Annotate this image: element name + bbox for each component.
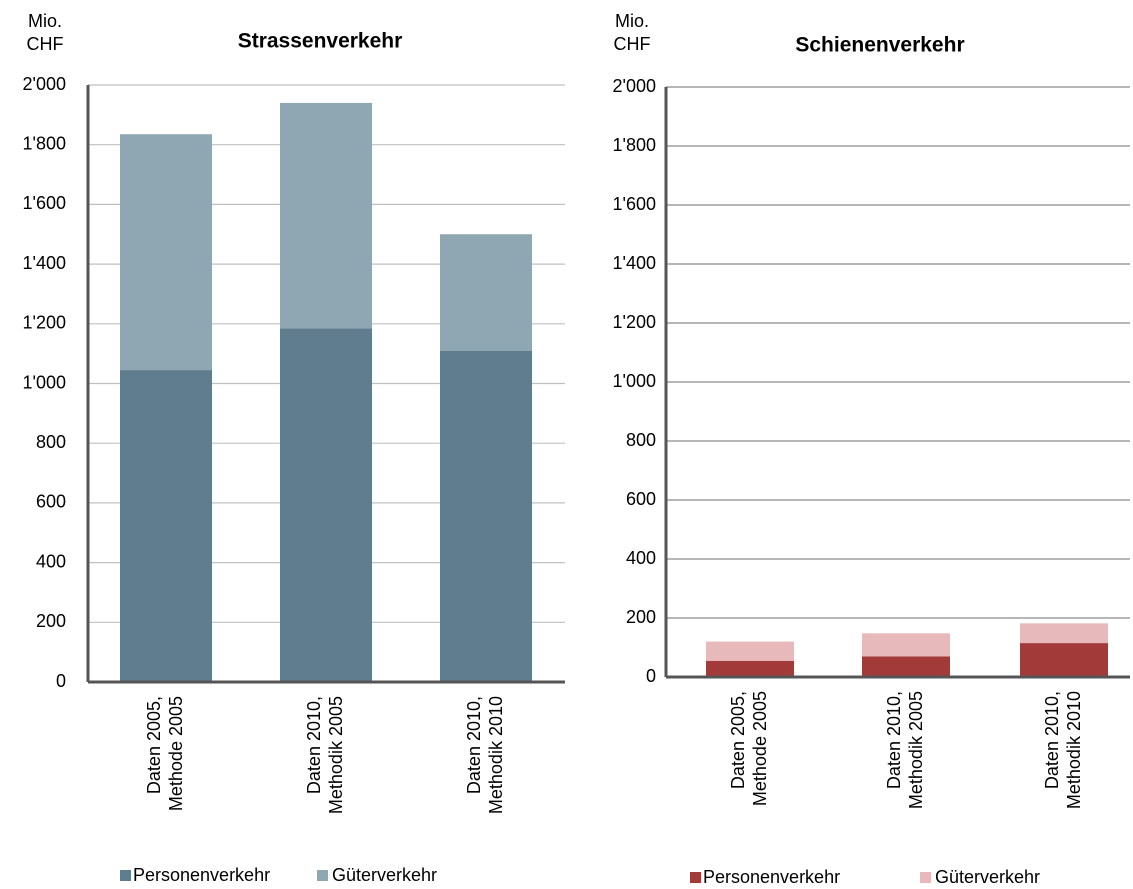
- legend-swatch: [317, 870, 328, 881]
- legend-swatch: [690, 872, 701, 883]
- y-tick-label: 400: [626, 548, 656, 568]
- x-tick-label: Daten 2010,: [1042, 691, 1062, 789]
- chart-title: Schienenverkehr: [795, 34, 964, 57]
- y-tick-label: 1'200: [613, 312, 656, 332]
- y-tick-label: 400: [36, 551, 66, 571]
- legend-swatch: [120, 870, 131, 881]
- y-axis-label: Mio.: [615, 11, 649, 31]
- x-tick-label: Methode 2005: [750, 691, 770, 806]
- y-tick-label: 1'400: [613, 253, 656, 273]
- x-tick-label: Methodik 2005: [326, 696, 346, 814]
- y-tick-label: 0: [56, 671, 66, 691]
- y-axis-label: CHF: [27, 34, 64, 54]
- bar-segment: [862, 633, 950, 657]
- legend-swatch: [920, 872, 931, 883]
- legend-label: Güterverkehr: [935, 867, 1040, 887]
- bar-segment: [440, 234, 532, 351]
- y-tick-label: 200: [36, 611, 66, 631]
- bar-segment: [280, 328, 372, 682]
- x-tick-label: Methodik 2005: [906, 691, 926, 809]
- x-tick-label: Daten 2010,: [884, 691, 904, 789]
- bar-segment: [1020, 623, 1108, 644]
- y-tick-label: 800: [36, 432, 66, 452]
- x-tick-label: Daten 2010,: [464, 696, 484, 794]
- y-tick-label: 2'000: [613, 76, 656, 96]
- bar-segment: [120, 370, 212, 682]
- bar-segment: [706, 660, 794, 677]
- y-tick-label: 600: [626, 489, 656, 509]
- y-tick-label: 1'400: [23, 253, 66, 273]
- x-tick-label: Daten 2010,: [304, 696, 324, 794]
- chart-title: Strassenverkehr: [238, 30, 403, 53]
- bar-segment: [1020, 643, 1108, 677]
- y-tick-label: 2'000: [23, 74, 66, 94]
- y-tick-label: 200: [626, 607, 656, 627]
- y-tick-label: 1'000: [23, 372, 66, 392]
- y-tick-label: 1'800: [613, 135, 656, 155]
- y-tick-label: 1'000: [613, 371, 656, 391]
- x-tick-label: Daten 2005,: [728, 691, 748, 789]
- bar-segment: [440, 350, 532, 682]
- y-tick-label: 600: [36, 492, 66, 512]
- legend-label: Personenverkehr: [133, 865, 270, 885]
- legend-label: Personenverkehr: [703, 867, 840, 887]
- y-axis-label: Mio.: [28, 11, 62, 31]
- y-tick-label: 1'600: [613, 194, 656, 214]
- y-tick-label: 0: [646, 666, 656, 686]
- bar-segment: [120, 134, 212, 371]
- y-tick-label: 1'200: [23, 313, 66, 333]
- x-tick-label: Daten 2005,: [144, 696, 164, 794]
- y-axis-label: CHF: [614, 34, 651, 54]
- legend-label: Güterverkehr: [332, 865, 437, 885]
- x-tick-label: Methodik 2010: [1064, 691, 1084, 809]
- y-tick-label: 800: [626, 430, 656, 450]
- y-tick-label: 1'800: [23, 133, 66, 153]
- bar-segment: [862, 656, 950, 677]
- x-tick-label: Methodik 2010: [486, 696, 506, 814]
- bar-segment: [280, 102, 372, 329]
- x-tick-label: Methode 2005: [166, 696, 186, 811]
- y-tick-label: 1'600: [23, 193, 66, 213]
- bar-segment: [706, 641, 794, 661]
